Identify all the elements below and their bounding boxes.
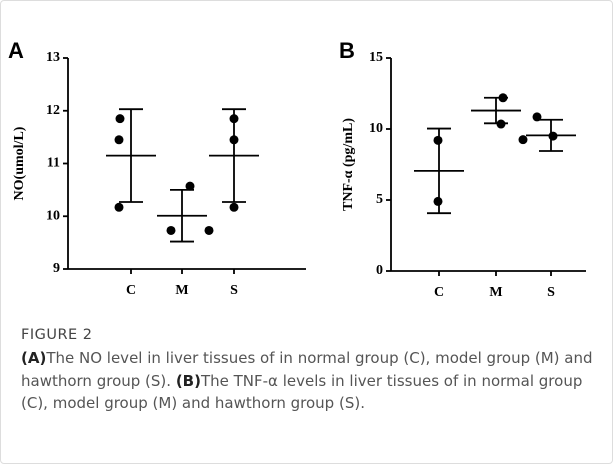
- data-point: [532, 112, 542, 122]
- data-point: [204, 225, 214, 235]
- y-axis-label: NO(umol/L): [12, 126, 27, 200]
- data-point: [185, 181, 195, 191]
- x-tick-label: C: [126, 283, 136, 298]
- figure-label: FIGURE 2: [21, 327, 93, 343]
- x-tick-label: S: [230, 283, 238, 298]
- data-point: [114, 135, 124, 145]
- y-tick-label: 10: [46, 208, 60, 223]
- data-point: [433, 135, 443, 145]
- data-point: [229, 114, 239, 124]
- data-point: [114, 202, 124, 212]
- y-tick-label: 0: [376, 263, 383, 278]
- data-point: [166, 225, 176, 235]
- y-tick-label: 5: [376, 192, 383, 207]
- data-point: [548, 131, 558, 141]
- caption-part: The TNF-α levels in liver tissues of in …: [21, 371, 583, 413]
- caption-part: (B): [175, 371, 201, 390]
- panel-label: A: [8, 38, 24, 63]
- x-tick-label: M: [175, 283, 188, 298]
- caption-part: The NO level in liver tissues of in norm…: [21, 349, 593, 390]
- x-tick-label: M: [489, 285, 502, 300]
- panel-label: B: [339, 38, 355, 63]
- x-tick-label: S: [547, 285, 555, 300]
- y-tick-label: 9: [53, 261, 60, 276]
- charts: A 9 10 11 12 13 NO(umol/L) C M S B 0 5 10 15 TNF-α (pg/…: [8, 38, 586, 300]
- data-point: [518, 135, 528, 145]
- data-point: [229, 202, 239, 212]
- y-tick-label: 11: [47, 156, 60, 171]
- x-tick-label: C: [434, 285, 444, 300]
- caption-part: (A): [21, 349, 47, 367]
- y-axis-label: TNF-α (pg/mL): [341, 118, 356, 211]
- data-point: [496, 119, 506, 129]
- data-point: [115, 114, 125, 124]
- data-point: [498, 93, 508, 103]
- y-tick-label: 10: [369, 121, 383, 136]
- data-point: [229, 135, 239, 145]
- caption: (A)The NO level in liver tissues of in n…: [21, 347, 601, 415]
- y-tick-label: 12: [46, 103, 60, 118]
- y-tick-label: 15: [369, 50, 383, 65]
- y-tick-label: 13: [46, 50, 60, 65]
- data-point: [433, 196, 443, 206]
